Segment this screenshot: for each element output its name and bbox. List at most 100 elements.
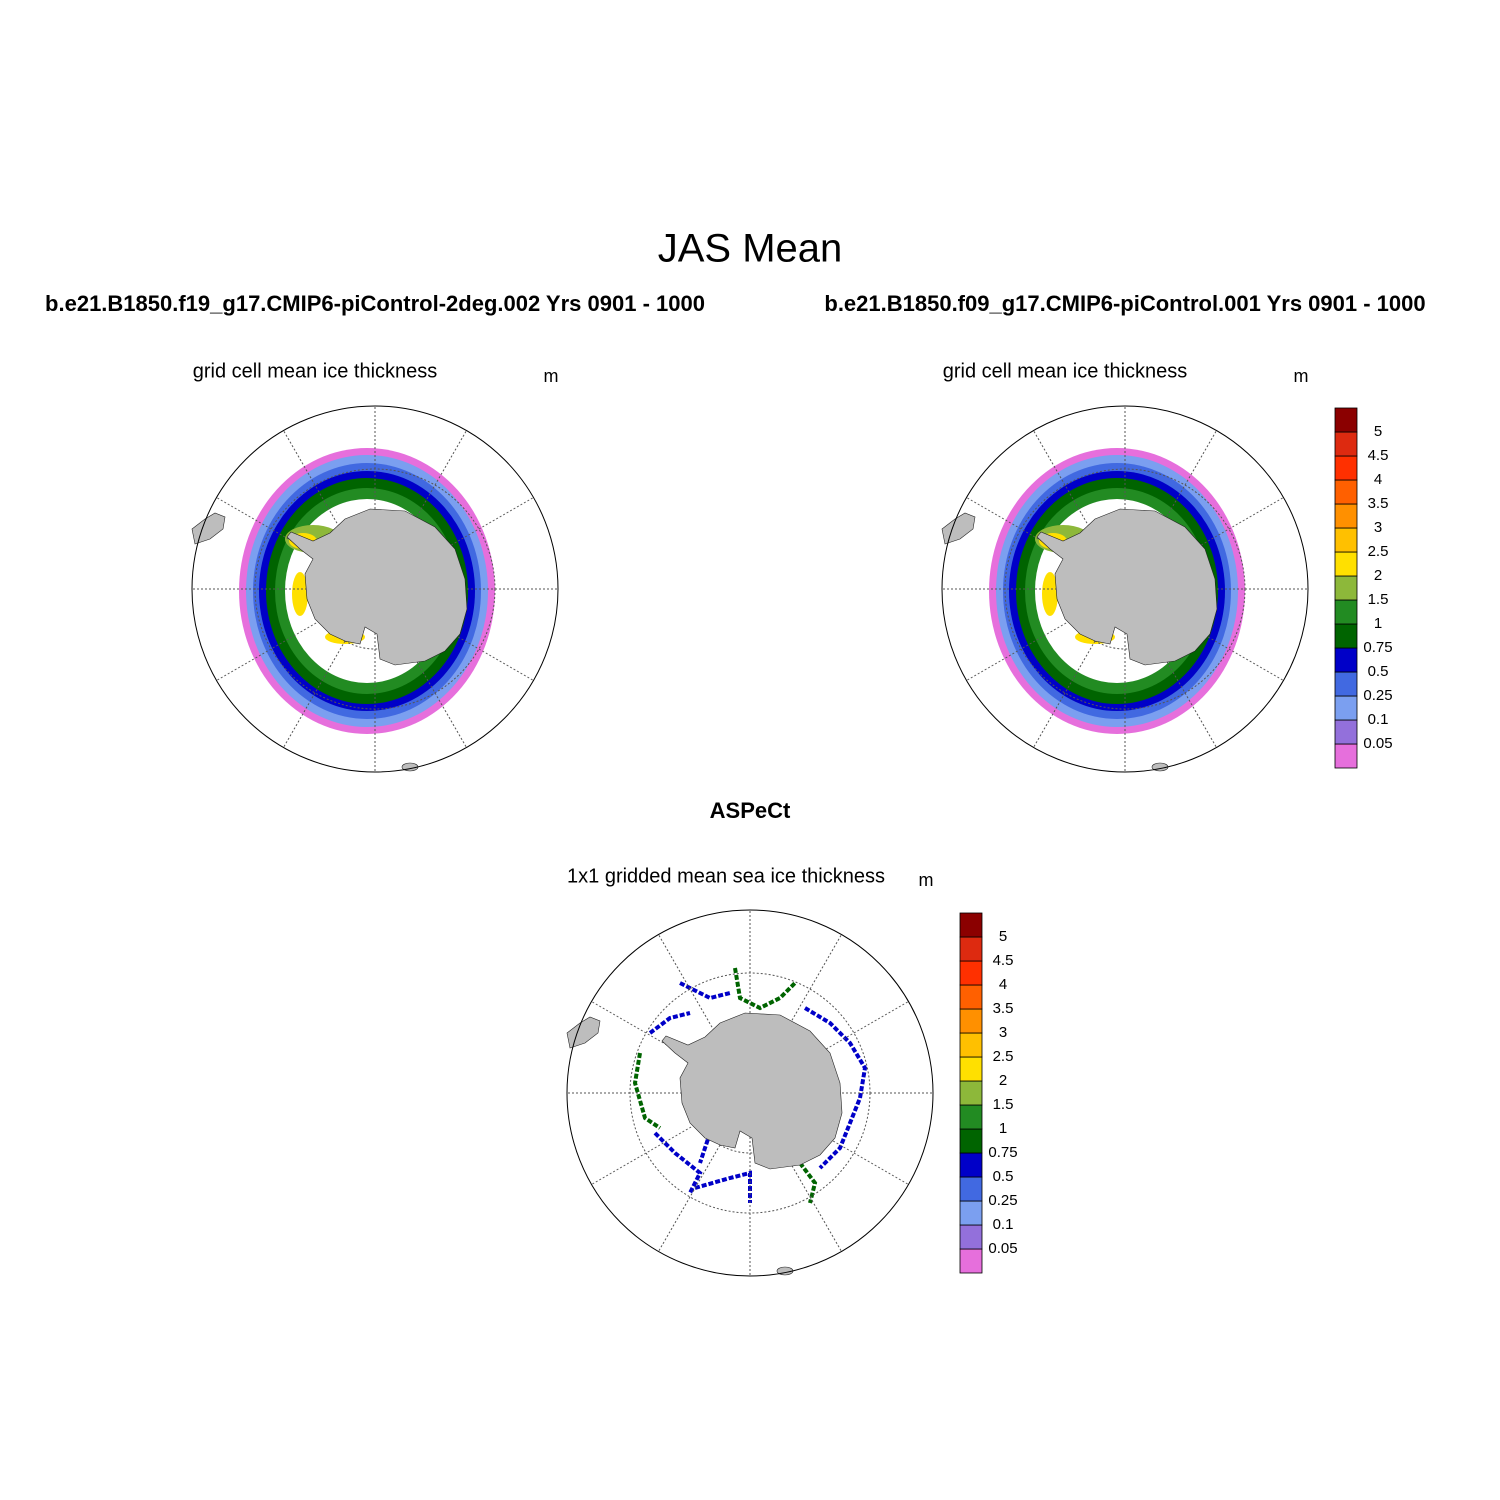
colorbar-label: 2 — [999, 1072, 1007, 1089]
meridian — [1033, 430, 1126, 590]
ice-thick — [1042, 572, 1058, 616]
colorbar-box — [1334, 743, 1358, 769]
colorbar-box — [1334, 431, 1358, 457]
ship-track — [803, 1006, 868, 1170]
meridian — [283, 430, 376, 590]
meridian — [658, 934, 751, 1094]
colorbar-box — [959, 1152, 983, 1178]
colorbar-box — [1334, 527, 1358, 553]
meridian — [749, 1092, 909, 1185]
colorbar-box — [959, 1008, 983, 1034]
meridian — [374, 588, 467, 748]
meridian — [749, 1001, 909, 1094]
colorbar-label: 0.75 — [1363, 639, 1392, 656]
meridian — [591, 1001, 751, 1094]
colorbar-box — [1334, 503, 1358, 529]
colorbar-box — [959, 1104, 983, 1130]
colorbar-box — [1334, 455, 1358, 481]
colorbar-label: 0.05 — [988, 1240, 1017, 1257]
colorbar-label: 4 — [1374, 471, 1382, 488]
polar-map — [191, 405, 559, 773]
colorbar-box — [959, 1200, 983, 1226]
meridian — [749, 1092, 842, 1252]
colorbar-label: 2.5 — [1368, 543, 1389, 560]
colorbar-box — [959, 912, 983, 938]
colorbar-label: 4 — [999, 976, 1007, 993]
meridian — [749, 934, 842, 1094]
panel-heading: b.e21.B1850.f09_g17.CMIP6-piControl.001 … — [824, 291, 1425, 316]
map-border — [191, 405, 559, 773]
colorbar-box — [959, 1176, 983, 1202]
meridian — [966, 588, 1126, 681]
panel-subtitle: grid cell mean ice thickness — [943, 360, 1188, 382]
colorbar-box — [959, 936, 983, 962]
colorbar-label: 3.5 — [993, 1000, 1014, 1017]
colorbar-label: 1.5 — [1368, 591, 1389, 608]
colorbar-label: 2 — [1374, 567, 1382, 584]
meridian — [658, 1092, 751, 1252]
colorbar-box — [959, 960, 983, 986]
colorbar-box — [1334, 647, 1358, 673]
units-label: m — [544, 366, 559, 386]
colorbar-box — [959, 1032, 983, 1058]
colorbar-label: 4.5 — [993, 952, 1014, 969]
polar-map — [941, 405, 1309, 773]
meridian — [966, 497, 1126, 590]
colorbar-label: 0.25 — [1363, 687, 1392, 704]
meridian — [1124, 588, 1284, 681]
meridian — [374, 497, 534, 590]
colorbar-label: 5 — [1374, 423, 1382, 440]
panel-subtitle: 1x1 gridded mean sea ice thickness — [567, 865, 885, 887]
meridian — [591, 1092, 751, 1185]
map-border — [941, 405, 1309, 773]
colorbar-box — [959, 1056, 983, 1082]
colorbar-box — [1334, 407, 1358, 433]
colorbar-box — [1334, 551, 1358, 577]
units-label: m — [919, 870, 934, 890]
meridian — [1124, 430, 1217, 590]
colorbar-label: 0.1 — [993, 1216, 1014, 1233]
colorbar-label: 1 — [1374, 615, 1382, 632]
colorbar-box — [1334, 575, 1358, 601]
colorbar-label: 0.1 — [1368, 711, 1389, 728]
meridian — [216, 497, 376, 590]
colorbar-label: 1.5 — [993, 1096, 1014, 1113]
colorbar-label: 0.5 — [1368, 663, 1389, 680]
colorbar-box — [959, 984, 983, 1010]
ice-thick — [292, 572, 308, 616]
ship-track — [733, 967, 797, 1011]
colorbar-box — [1334, 479, 1358, 505]
meridian — [1033, 588, 1126, 748]
units-label: m — [1294, 366, 1309, 386]
ship-track — [632, 1052, 662, 1130]
meridian — [374, 588, 534, 681]
ship-track — [698, 1132, 712, 1164]
meridian — [1124, 588, 1217, 748]
colorbar-box — [959, 1224, 983, 1250]
colorbar-box — [1334, 719, 1358, 745]
colorbar-label: 2.5 — [993, 1048, 1014, 1065]
colorbar-box — [1334, 671, 1358, 697]
colorbar-label: 3.5 — [1368, 495, 1389, 512]
colorbar-label: 0.05 — [1363, 735, 1392, 752]
panel-heading: ASPeCt — [710, 798, 791, 823]
colorbar-label: 0.5 — [993, 1168, 1014, 1185]
meridian — [374, 430, 467, 590]
meridian — [216, 588, 376, 681]
colorbar-label: 0.25 — [988, 1192, 1017, 1209]
colorbar-label: 4.5 — [1368, 447, 1389, 464]
colorbar-label: 5 — [999, 928, 1007, 945]
colorbar-label: 3 — [999, 1024, 1007, 1041]
ship-track — [648, 1011, 691, 1035]
colorbar-box — [1334, 623, 1358, 649]
meridian — [1124, 497, 1284, 590]
meridian — [283, 588, 376, 748]
colorbar-box — [959, 1248, 983, 1274]
panel-subtitle: grid cell mean ice thickness — [193, 360, 438, 382]
colorbar-box — [959, 1128, 983, 1154]
colorbar-label: 1 — [999, 1120, 1007, 1137]
colorbar-box — [1334, 695, 1358, 721]
colorbar-box — [1334, 599, 1358, 625]
map-border — [566, 909, 934, 1277]
